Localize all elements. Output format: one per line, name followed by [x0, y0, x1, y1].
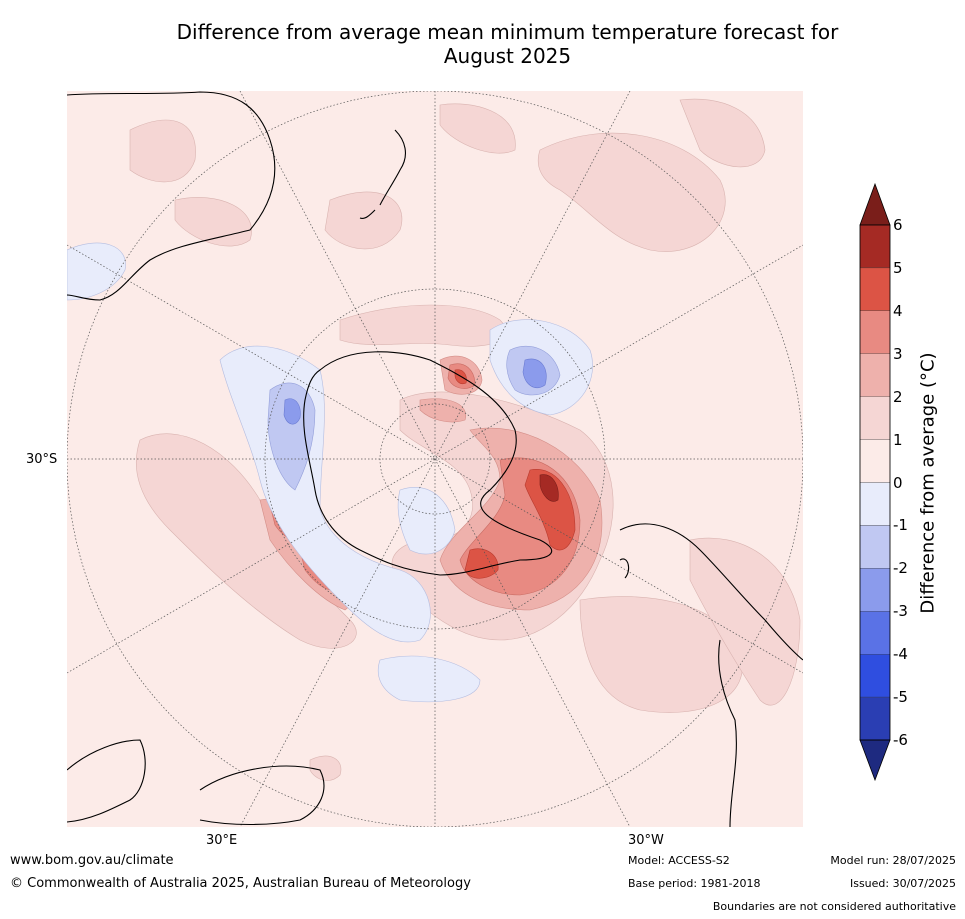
lon-label-30w: 30°W [628, 833, 664, 848]
anomaly-1-2-regions [129, 98, 801, 781]
colorbar-tick-label: -4 [893, 645, 908, 664]
website-link[interactable]: www.bom.gov.au/climate [10, 853, 174, 868]
anomaly-neg-2-3-regions [283, 358, 547, 425]
colorbar-band [859, 396, 891, 440]
colorbar [859, 182, 891, 782]
colorbar-tick-label: 6 [893, 216, 903, 234]
copyright-text: © Commonwealth of Australia 2025, Austra… [10, 876, 471, 891]
colorbar-tick-label: -6 [893, 731, 908, 749]
colorbar-band [859, 439, 891, 483]
colorbar-tick-label: 3 [893, 344, 903, 363]
colorbar-band [859, 568, 891, 612]
map-title-line2: August 2025 [443, 44, 572, 68]
colorbar-tick-label: -2 [893, 559, 908, 578]
coastlines [67, 91, 803, 827]
map-title-line1: Difference from average mean minimum tem… [176, 20, 839, 44]
colorbar-tick-label: -3 [893, 602, 908, 621]
lon-label-30e: 30°E [206, 833, 238, 848]
colorbar-band [859, 611, 891, 655]
colorbar-tick-label: 4 [893, 301, 903, 320]
colorbar-label: Difference from average (°C) [917, 352, 939, 614]
colorbar-top-arrow [859, 182, 891, 226]
anomaly-5-6-regions [539, 474, 559, 502]
colorbar-bottom-arrow [859, 739, 891, 782]
colorbar-band [859, 525, 891, 569]
colorbar-tick-label: 2 [893, 387, 903, 406]
colorbar-tick-label: -5 [893, 688, 908, 707]
colorbar-band [859, 267, 891, 311]
graticule [67, 91, 803, 827]
map-panel [67, 91, 803, 827]
colorbar-tick-label: 0 [893, 473, 903, 492]
issued-text: Issued: 30/07/2025 [849, 877, 956, 890]
lat-label-30s: 30°S [26, 452, 58, 467]
colorbar-band [859, 696, 891, 741]
colorbar-tick-label: 1 [893, 430, 903, 449]
colorbar-frame [859, 224, 891, 741]
map-title: Difference from average mean minimum tem… [0, 20, 965, 68]
colorbar-band [859, 224, 891, 269]
model-text: Model: ACCESS-S2 [628, 854, 730, 867]
colorbar-band [859, 353, 891, 397]
colorbar-tick-label: 5 [893, 258, 903, 277]
model-run-text: Model run: 28/07/2025 [830, 854, 956, 867]
colorbar-band [859, 310, 891, 354]
colorbar-band [859, 654, 891, 698]
colorbar-tick-label: -1 [893, 516, 908, 535]
base-period-text: Base period: 1981-2018 [628, 877, 761, 890]
colorbar-band [859, 482, 891, 526]
colorbar-bands [859, 224, 891, 741]
disclaimer-text: Boundaries are not considered authoritat… [712, 900, 956, 913]
